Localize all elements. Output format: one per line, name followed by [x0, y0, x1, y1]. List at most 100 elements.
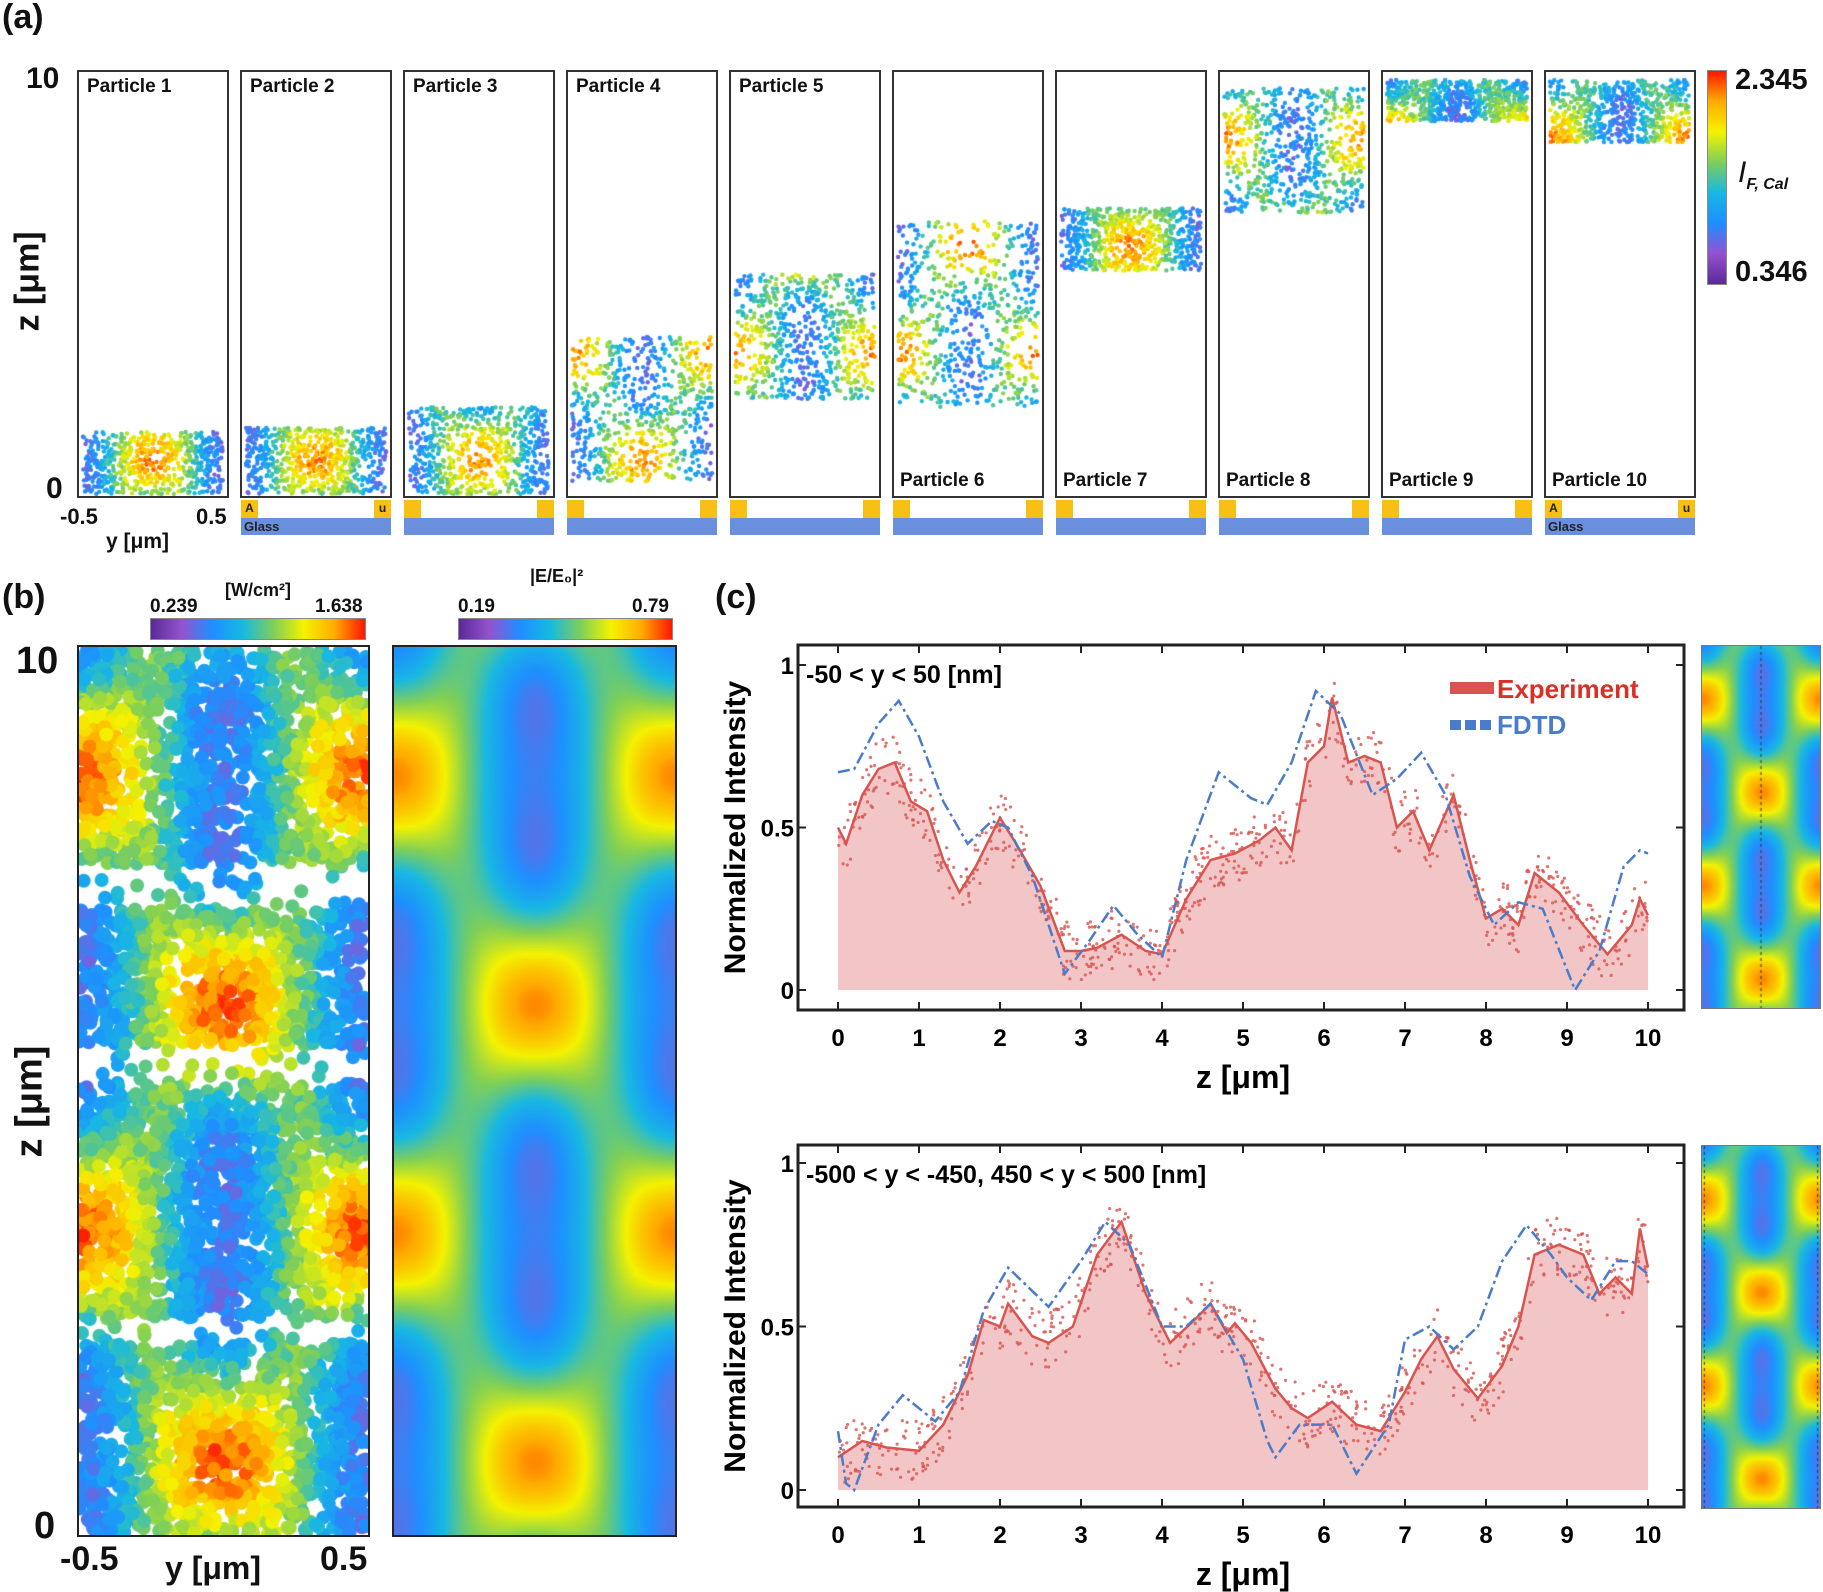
experiment-raw-point: [1403, 1368, 1408, 1372]
experiment-raw-point: [1634, 929, 1638, 933]
experiment-raw-point: [936, 853, 941, 857]
experiment-raw-point: [1494, 931, 1498, 936]
experiment-raw-point: [1191, 870, 1195, 874]
experiment-raw-point: [877, 775, 881, 780]
x-tick-label: 10: [1635, 1522, 1662, 1549]
experiment-raw-point: [1394, 1412, 1398, 1416]
x-tick-label: 3: [1074, 1025, 1087, 1052]
panel-b-z-tick-min: 0: [34, 1505, 56, 1547]
experiment-raw-point: [1375, 750, 1379, 754]
experiment-raw-point: [1259, 1351, 1263, 1355]
experiment-raw-point: [1259, 1374, 1264, 1378]
experiment-raw-point: [1003, 797, 1007, 801]
experiment-raw-point: [1506, 884, 1510, 888]
experiment-raw-point: [1589, 957, 1593, 961]
experiment-raw-point: [1091, 962, 1096, 967]
experiment-raw-point: [914, 1419, 918, 1423]
experiment-raw-point: [1283, 1378, 1288, 1382]
experiment-raw-point: [1636, 1217, 1640, 1222]
experiment-raw-point: [1515, 1347, 1520, 1351]
experiment-raw-point: [1235, 833, 1239, 837]
experiment-raw-point: [1399, 1387, 1404, 1391]
experiment-raw-point: [1167, 958, 1171, 962]
experiment-raw-point: [848, 809, 853, 814]
experiment-raw-point: [940, 866, 944, 870]
experiment-raw-point: [969, 1371, 973, 1375]
glass-substrate: Glass: [241, 518, 391, 535]
experiment-raw-point: [911, 1476, 915, 1480]
experiment-raw-point: [1643, 1265, 1647, 1269]
experiment-raw-point: [921, 835, 926, 839]
experiment-raw-point: [1019, 1328, 1023, 1332]
experiment-raw-point: [1273, 1393, 1277, 1398]
experiment-raw-point: [1332, 681, 1336, 685]
experiment-raw-point: [1275, 851, 1280, 855]
experiment-raw-point: [1406, 1391, 1410, 1395]
particle-label: Particle 1: [87, 76, 172, 97]
experiment-raw-point: [1258, 1336, 1262, 1340]
experiment-raw-point: [1264, 1383, 1268, 1387]
experiment-raw-point: [1016, 854, 1021, 858]
experiment-raw-point: [849, 1461, 853, 1465]
experiment-raw-point: [1565, 886, 1570, 890]
experiment-raw-point: [1035, 1343, 1039, 1347]
experiment-raw-point: [1209, 834, 1213, 838]
particle-scatter: [79, 72, 227, 496]
experiment-raw-point: [1157, 1339, 1161, 1343]
panel-b-colorbar-left: [150, 618, 366, 640]
experiment-raw-point: [1078, 1276, 1082, 1281]
experiment-raw-point: [1088, 1249, 1093, 1253]
experiment-raw-point: [1485, 930, 1490, 934]
experiment-raw-point: [845, 1441, 849, 1445]
experiment-raw-point: [1605, 1256, 1609, 1260]
experiment-raw-point: [1037, 1310, 1041, 1314]
experiment-raw-point: [876, 1433, 880, 1437]
panel-b-label: (b): [2, 578, 46, 616]
gold-electrode-left: A: [1545, 500, 1562, 518]
particle-panel: Particle 9: [1381, 70, 1533, 498]
experiment-raw-point: [1451, 1393, 1456, 1398]
experiment-raw-point: [1363, 779, 1367, 783]
x-tick-label: 6: [1317, 1025, 1330, 1052]
glass-substrate: [1056, 518, 1206, 535]
experiment-raw-point: [1100, 963, 1104, 967]
experiment-raw-point: [1326, 1394, 1331, 1399]
glass-substrate: [730, 518, 880, 535]
experiment-raw-point: [1110, 1219, 1115, 1223]
experiment-raw-point: [1324, 755, 1328, 759]
experiment-raw-point: [1585, 1233, 1589, 1238]
experiment-raw-point: [898, 800, 902, 804]
experiment-raw-point: [1382, 1414, 1386, 1418]
experiment-raw-point: [1172, 949, 1177, 953]
experiment-raw-point: [1604, 928, 1608, 932]
experiment-raw-point: [1044, 1365, 1048, 1369]
experiment-raw-point: [1305, 744, 1310, 748]
experiment-raw-point: [1221, 1332, 1225, 1336]
experiment-raw-point: [1229, 1311, 1234, 1316]
experiment-raw-point: [1345, 1391, 1349, 1395]
experiment-raw-point: [1549, 1242, 1553, 1246]
experiment-raw-point: [1319, 737, 1323, 741]
experiment-raw-point: [860, 814, 864, 819]
experiment-raw-point: [865, 768, 869, 772]
experiment-raw-point: [1117, 929, 1121, 933]
experiment-raw-point: [1108, 1206, 1112, 1211]
experiment-raw-point: [928, 794, 932, 798]
experiment-raw-point: [1206, 855, 1210, 859]
experiment-raw-point: [895, 741, 899, 746]
experiment-raw-point: [1215, 1299, 1220, 1303]
gold-electrode-right: [1189, 500, 1206, 518]
experiment-raw-point: [1432, 1358, 1437, 1362]
experiment-raw-point: [1511, 933, 1515, 937]
experiment-raw-point: [901, 763, 905, 767]
legend-experiment-label: Experiment: [1497, 674, 1639, 704]
experiment-raw-point: [940, 1449, 945, 1453]
experiment-raw-point: [1609, 1284, 1613, 1288]
experiment-raw-point: [1473, 893, 1477, 897]
experiment-raw-point: [897, 762, 902, 766]
experiment-raw-point: [877, 1446, 882, 1450]
experiment-raw-point: [1235, 842, 1239, 846]
experiment-raw-point: [1107, 957, 1111, 961]
experiment-raw-point: [1304, 1419, 1308, 1423]
experiment-raw-point: [939, 863, 943, 867]
